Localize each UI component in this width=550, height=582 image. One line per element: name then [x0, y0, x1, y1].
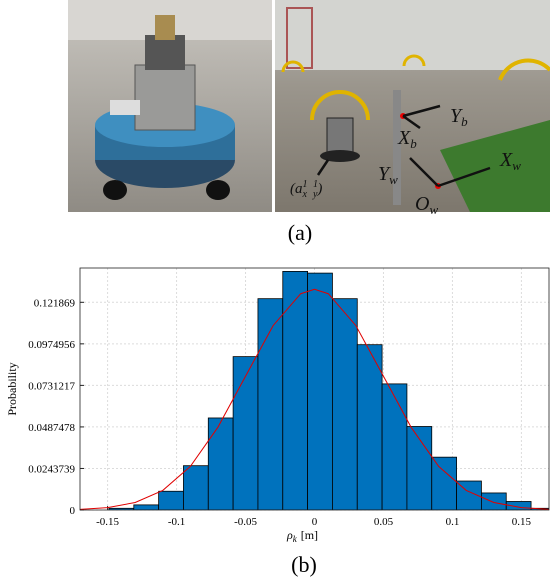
bar: [159, 491, 184, 510]
panel-label: (b): [291, 552, 317, 577]
bar: [332, 299, 357, 510]
label-main: X: [397, 127, 411, 149]
x-tick-label: 0.1: [446, 516, 460, 528]
label-part: [m]: [301, 528, 318, 542]
label-sub: w: [389, 172, 398, 187]
y-tick-label: 0.0974956: [28, 339, 75, 351]
y-tick-label: 0.0731217: [28, 380, 75, 392]
bar: [481, 493, 506, 510]
label-part: k: [293, 534, 298, 544]
panel-label: (a): [288, 220, 312, 245]
x-axis-label: ρk[m]: [286, 528, 318, 544]
y-axis-label: Probability: [5, 362, 19, 415]
plot-area: [80, 271, 550, 510]
bar: [233, 357, 258, 510]
bar: [134, 505, 159, 510]
figure: YbXbYwXwOw(a1x1y) (a) 00.02437390.048747…: [0, 0, 550, 582]
part: ): [316, 181, 322, 197]
part: x: [302, 189, 308, 200]
label-sub: w: [429, 202, 438, 217]
bar: [382, 384, 407, 510]
robot-photo: [68, 0, 272, 212]
y-tick-label: 0.121869: [34, 297, 76, 309]
x-tick-label: 0.05: [374, 516, 394, 528]
part: (a: [290, 181, 303, 197]
y-tick-label: 0.0487478: [28, 422, 75, 434]
x-tick-label: -0.15: [96, 516, 119, 528]
bar: [183, 466, 208, 510]
x-tick-label: 0: [312, 516, 318, 528]
bar: [357, 345, 382, 510]
bar: [308, 273, 333, 510]
bar: [283, 271, 308, 510]
y-tick-label: 0: [70, 505, 76, 517]
label-sub: b: [410, 136, 417, 151]
x-tick-label: -0.05: [234, 516, 257, 528]
label-sub: b: [461, 114, 468, 129]
x-tick-label: -0.1: [168, 516, 185, 528]
label-main: X: [499, 149, 513, 171]
label-main: O: [415, 193, 429, 215]
bar: [432, 457, 457, 510]
x-tick-label: 0.15: [512, 516, 532, 528]
label-sub: w: [512, 158, 521, 173]
bar: [208, 418, 233, 510]
y-tick-label: 0.0243739: [28, 463, 75, 475]
